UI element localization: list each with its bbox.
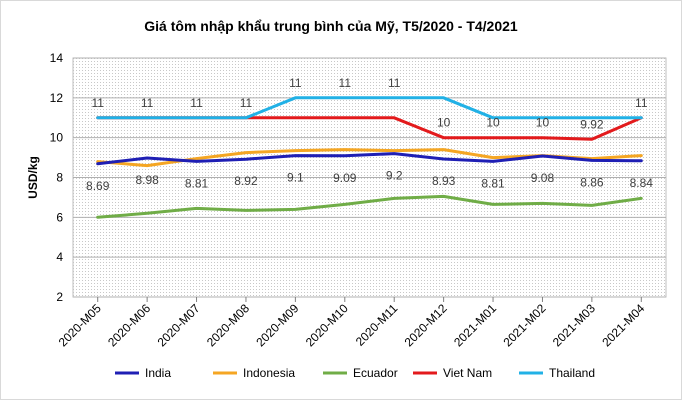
data-label: 11 (141, 96, 154, 110)
x-tick-label: 2020-M11 (353, 301, 401, 349)
series-line-ecuador (96, 194, 643, 219)
data-label: 8.93 (432, 174, 456, 188)
data-label: 8.84 (630, 176, 654, 190)
data-label: 11 (240, 96, 253, 110)
x-tick-label: 2020-M06 (105, 301, 153, 349)
data-label: 9.92 (580, 117, 604, 131)
data-label: 11 (388, 76, 401, 90)
y-tick-label: 8 (56, 171, 63, 185)
x-tick-label: 2020-M08 (204, 301, 252, 349)
data-label: 8.69 (86, 179, 110, 193)
y-tick-label: 4 (56, 250, 63, 264)
legend-label: Indonesia (243, 366, 295, 380)
y-tick-label: 6 (56, 210, 63, 224)
x-tick-label: 2020-M10 (303, 301, 351, 349)
chart-title: Giá tôm nhập khẩu trung bình của Mỹ, T5/… (144, 18, 518, 34)
legend-label: Ecuador (353, 366, 398, 380)
x-tick-label: 2021-M03 (550, 301, 598, 349)
x-tick-label: 2020-M09 (253, 301, 301, 349)
data-label: 11 (289, 76, 302, 90)
data-labels: 8.69 8.98 8.81 8.92 9.1 9.09 9.2 8.93 8.81 9.08 8.… (86, 76, 653, 193)
data-label: 8.86 (580, 175, 604, 189)
data-label: 9.08 (531, 171, 555, 185)
data-label: 11 (339, 76, 352, 90)
data-label: 8.81 (185, 176, 209, 190)
x-tick-label: 2020-M05 (56, 301, 104, 349)
x-tick-label: 2021-M01 (451, 301, 499, 349)
data-label: 9.2 (386, 169, 403, 183)
x-tick-label: 2020-M12 (402, 301, 450, 349)
data-label: 8.92 (234, 174, 258, 188)
y-axis-title: USD/kg (26, 156, 40, 199)
series-line-india (96, 152, 643, 166)
legend-label: Viet Nam (443, 366, 492, 380)
y-tick-label: 12 (50, 91, 64, 105)
x-axis-ticks: 2020-M05 2020-M06 2020-M07 2020-M08 2020-M09… (56, 297, 648, 349)
data-label: 9.1 (287, 171, 304, 185)
data-label: 10 (437, 116, 451, 130)
x-tick-label: 2021-M02 (500, 301, 548, 349)
data-label: 11 (635, 96, 648, 110)
y-axis-ticks: 2 4 6 8 10 12 14 (50, 51, 64, 304)
series-lines (96, 96, 643, 219)
data-label: 8.81 (481, 176, 505, 190)
y-tick-label: 2 (56, 290, 63, 304)
y-tick-label: 10 (50, 131, 64, 145)
data-label: 11 (91, 96, 104, 110)
data-label: 10 (486, 116, 500, 130)
legend-label: India (145, 366, 171, 380)
series-line-thailand (96, 96, 643, 120)
x-tick-label: 2020-M07 (155, 301, 203, 349)
legend: India Indonesia Ecuador Viet Nam Thailand (115, 366, 595, 380)
y-tick-label: 14 (50, 51, 64, 65)
data-label: 10 (536, 116, 550, 130)
data-label: 9.09 (333, 171, 357, 185)
data-label: 8.98 (135, 173, 159, 187)
data-label: 11 (190, 96, 203, 110)
x-tick-label: 2021-M04 (599, 301, 647, 349)
legend-label: Thailand (549, 366, 595, 380)
